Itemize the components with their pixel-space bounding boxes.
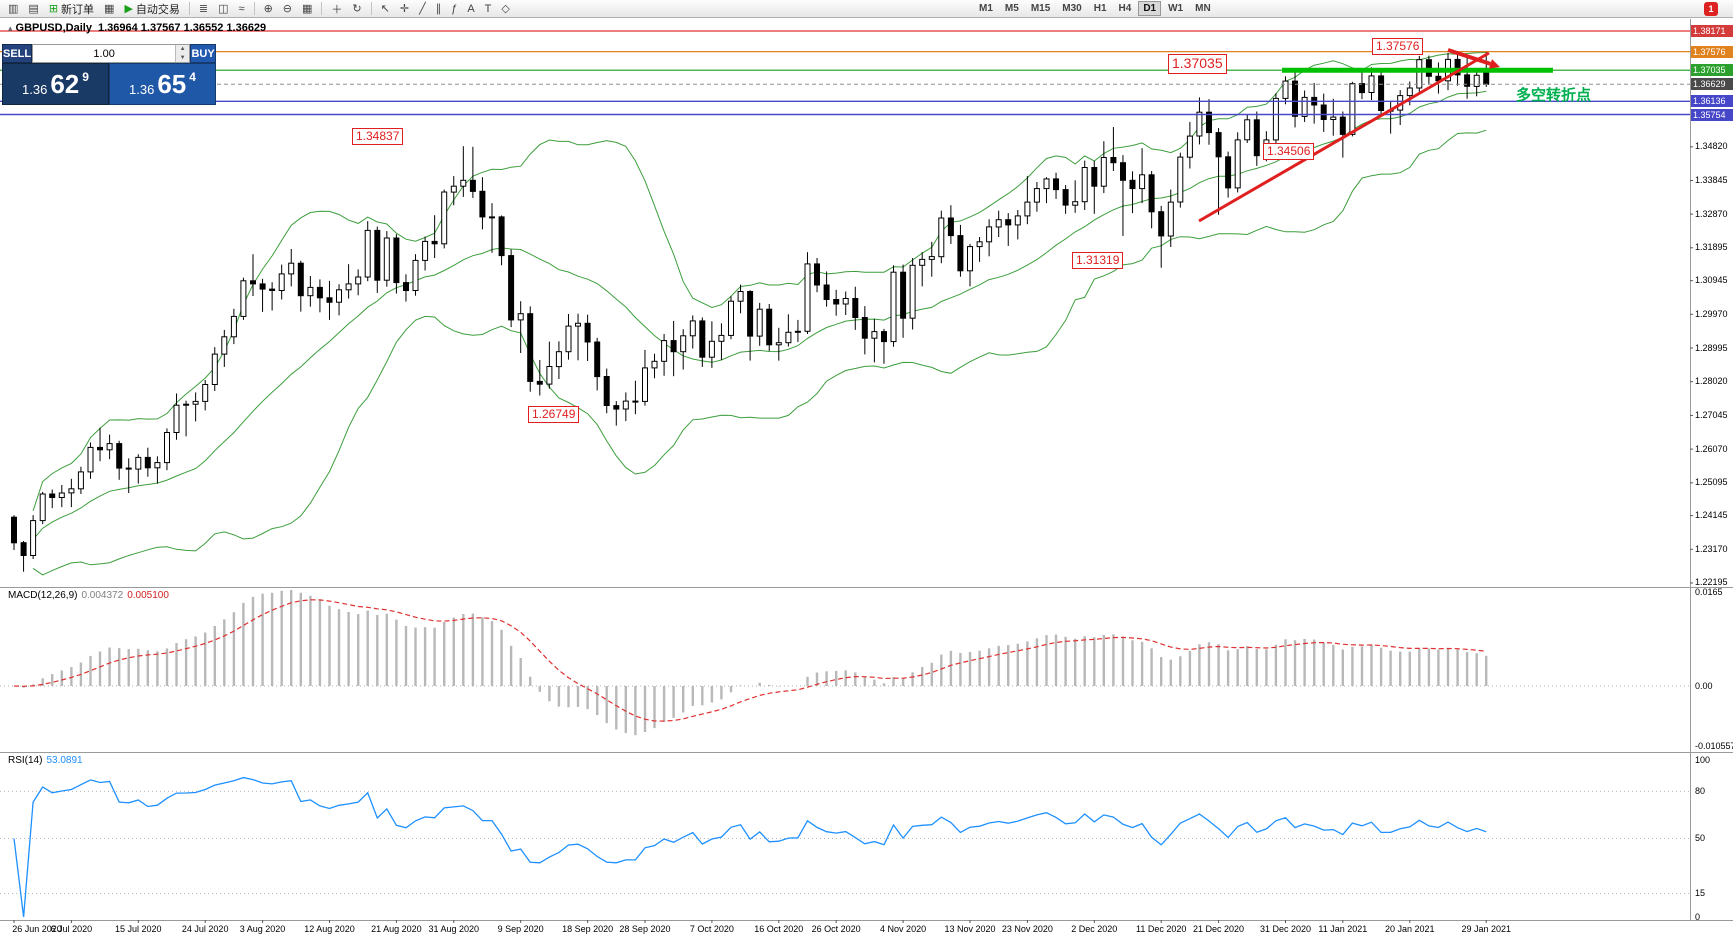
indicators-button[interactable]: ＋ (327, 0, 346, 17)
sell-price-prefix: 1.36 (22, 82, 48, 97)
toolbar-buttons: ▥ ▤ ⊞ 新订单 ▦ ▶ 自动交易 ≣ ◫ ≈ ⊕ ⊖ ▦ ＋ ↻ ↖ ✛ ╱ ∥ ƒ A T ◇ (3, 0, 515, 18)
macd-label: MACD(12,26,9) 0.004372 0.005100 (8, 590, 169, 601)
macd-name: MACD(12,26,9) (8, 590, 78, 601)
new-chart-icon: ▥ (8, 3, 19, 15)
new-order-button[interactable]: ⊞ 新订单 (45, 0, 98, 17)
shapes-button[interactable]: ◇ (497, 0, 513, 17)
shapes-icon: ◇ (501, 3, 510, 15)
new-order-icon: ⊞ (48, 3, 59, 15)
notification-badge[interactable]: 1 (1704, 2, 1718, 16)
volume-spinner: ▲ ▼ (175, 45, 190, 62)
new-order-label: 新订单 (61, 3, 95, 16)
cursor-icon: ↖ (380, 3, 390, 15)
timeframe-m5[interactable]: M5 (1004, 3, 1019, 14)
timeframe-mn[interactable]: MN (1195, 3, 1211, 14)
chart-title: ▴ GBPUSD,Daily 1.36964 1.37567 1.36552 1.3… (8, 22, 266, 34)
rsi-value: 53.0891 (46, 755, 83, 766)
candle-chart-icon: ◫ (218, 3, 229, 15)
one-click-trading-widget: SELL ▲ ▼ BUY 1.36 62 9 1.36 65 4 (2, 44, 216, 105)
timeframe-m30[interactable]: M30 (1062, 3, 1082, 14)
fibonacci-button[interactable]: ƒ (447, 0, 461, 17)
buy-price-big: 65 (157, 68, 187, 99)
refresh-button[interactable]: ↻ (348, 0, 365, 17)
toolbar-separator (253, 2, 255, 15)
new-chart-button[interactable]: ▥ (4, 0, 22, 17)
candle-chart-button[interactable]: ◫ (214, 0, 232, 17)
profiles-icon: ▤ (28, 3, 39, 15)
text-button[interactable]: A (463, 0, 478, 17)
sell-price-big: 62 (50, 68, 80, 99)
toolbar-separator (370, 2, 372, 15)
timeframe-m1[interactable]: M1 (979, 3, 993, 14)
zoom-out-icon: ⊖ (282, 3, 293, 15)
line-chart-button[interactable]: ≈ (235, 0, 249, 17)
tile-windows-icon: ▦ (302, 3, 313, 15)
trendline-button[interactable]: ╱ (415, 0, 430, 17)
rsi-label: RSI(14) 53.0891 (8, 755, 83, 766)
macd-value-signal: 0.005100 (127, 590, 169, 601)
zoom-out-button[interactable]: ⊖ (279, 0, 296, 17)
timeframe-group: M1 M5 M15 M30 H1 H4 D1 W1 MN (973, 1, 1217, 16)
label-button[interactable]: T (481, 0, 496, 17)
symbol-title: GBPUSD,Daily (15, 22, 92, 34)
fibonacci-icon: ƒ (451, 2, 458, 15)
toolbar-separator (321, 2, 323, 15)
trendline-icon: ╱ (419, 3, 426, 15)
sell-price[interactable]: 1.36 62 9 (2, 63, 109, 105)
bar-chart-icon: ≣ (198, 3, 209, 15)
timeframe-h1[interactable]: H1 (1093, 3, 1107, 14)
text-icon: A (467, 2, 475, 15)
collapse-arrow-icon[interactable]: ▴ (8, 23, 13, 33)
timeframe-h4[interactable]: H4 (1118, 3, 1132, 14)
volume-down-button[interactable]: ▼ (176, 53, 190, 62)
buy-price-sup: 4 (189, 70, 196, 84)
tile-windows-button[interactable]: ▦ (298, 0, 316, 17)
buy-price[interactable]: 1.36 65 4 (109, 63, 216, 105)
label-icon: T (484, 2, 492, 15)
timeframe-m15[interactable]: M15 (1030, 3, 1051, 14)
bar-chart-button[interactable]: ≣ (195, 0, 212, 17)
volume-up-button[interactable]: ▲ (176, 45, 190, 54)
rsi-name: RSI(14) (8, 755, 43, 766)
indicators-icon: ＋ (331, 3, 343, 16)
autotrading-button[interactable]: ▶ 自动交易 (120, 0, 183, 17)
sell-price-sup: 9 (82, 70, 89, 84)
autotrading-icon: ▶ (124, 3, 133, 15)
buy-price-prefix: 1.36 (129, 82, 155, 97)
ohlc-values: 1.36964 1.37567 1.36552 1.36629 (97, 22, 267, 34)
refresh-icon: ↻ (352, 3, 362, 15)
chart-window-button[interactable]: ▦ (100, 0, 118, 17)
channel-icon: ∥ (435, 3, 442, 15)
timeframe-w1[interactable]: W1 (1168, 3, 1184, 14)
crosshair-icon: ✛ (399, 3, 410, 15)
line-chart-icon: ≈ (238, 2, 245, 15)
volume-input[interactable] (33, 45, 176, 62)
toolbar-separator (188, 2, 190, 15)
zoom-in-button[interactable]: ⊕ (260, 0, 277, 17)
chart-window-icon: ▦ (104, 3, 115, 15)
autotrading-label: 自动交易 (135, 3, 180, 16)
sell-button[interactable]: SELL (2, 44, 33, 63)
toolbar: ▥ ▤ ⊞ 新订单 ▦ ▶ 自动交易 ≣ ◫ ≈ ⊕ ⊖ ▦ ＋ ↻ ↖ ✛ ╱ ∥ ƒ A T ◇ M1 M5 M15 M30 H… (0, 0, 1733, 18)
timeframe-d1[interactable]: D1 (1138, 1, 1162, 16)
zoom-in-icon: ⊕ (263, 3, 273, 15)
cursor-button[interactable]: ↖ (377, 0, 394, 17)
crosshair-button[interactable]: ✛ (396, 0, 413, 17)
buy-button[interactable]: BUY (190, 44, 216, 63)
profiles-button[interactable]: ▤ (24, 0, 42, 17)
annotation-note: 多空转折点 (1516, 87, 1592, 104)
volume-box: ▲ ▼ (32, 44, 191, 63)
channel-button[interactable]: ∥ (432, 0, 446, 17)
macd-value-main: 0.004372 (81, 590, 124, 601)
